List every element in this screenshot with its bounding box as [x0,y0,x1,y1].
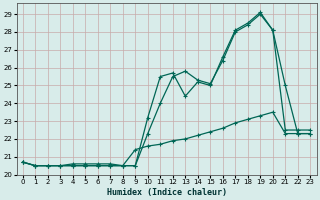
X-axis label: Humidex (Indice chaleur): Humidex (Indice chaleur) [107,188,227,197]
